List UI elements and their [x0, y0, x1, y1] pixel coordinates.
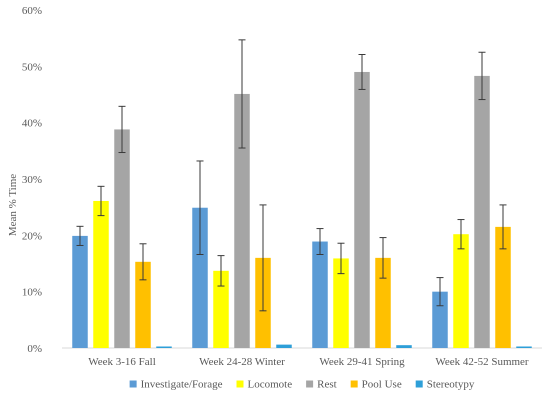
- bar: [453, 234, 469, 348]
- y-axis-label: Mean % Time: [7, 174, 19, 236]
- y-tick-label: 10%: [22, 287, 42, 299]
- legend-swatch: [415, 380, 423, 388]
- bar: [495, 226, 511, 348]
- legend-label: Locomote: [248, 379, 293, 391]
- legend-swatch: [129, 380, 137, 388]
- bar: [135, 261, 151, 348]
- bar: [516, 346, 532, 348]
- bar: [375, 257, 391, 348]
- bar: [432, 291, 448, 348]
- legend: Investigate/Forage Locomote Rest Pool Use St…: [129, 379, 475, 391]
- legend-swatch: [236, 380, 244, 388]
- bar: [114, 129, 130, 348]
- bar: [192, 207, 208, 348]
- error-bars: [76, 39, 507, 312]
- bar: [333, 258, 349, 348]
- bar: [312, 241, 328, 348]
- bars: [72, 71, 532, 348]
- legend-swatch: [350, 380, 358, 388]
- category-labels: Week 3-16 Fall Week 24-28 Winter Week 29-4…: [88, 356, 529, 368]
- bar: [396, 345, 412, 348]
- y-tick-label: 60%: [22, 5, 42, 17]
- bar: [93, 200, 109, 348]
- y-tick-label: 50%: [22, 61, 42, 73]
- legend-label: Pool Use: [362, 379, 402, 391]
- category-label: Week 24-28 Winter: [199, 356, 285, 368]
- category-label: Week 29-41 Spring: [319, 356, 405, 368]
- category-label: Week 42-52 Summer: [435, 356, 529, 368]
- y-tick-label: 20%: [22, 230, 42, 242]
- bar: [213, 270, 229, 348]
- bar: [474, 75, 490, 348]
- legend-swatch: [306, 380, 314, 388]
- legend-label: Rest: [317, 379, 337, 391]
- bar: [156, 346, 172, 348]
- legend-label: Stereotypy: [427, 379, 475, 391]
- y-tick-label: 0%: [27, 343, 42, 355]
- bar: [354, 71, 370, 348]
- bar: [276, 344, 292, 348]
- bar: [72, 235, 88, 348]
- category-label: Week 3-16 Fall: [88, 356, 156, 368]
- y-tick-label: 30%: [22, 174, 42, 186]
- y-axis-ticks: 0% 10% 20% 30% 40% 50% 60%: [22, 5, 42, 355]
- y-tick-label: 40%: [22, 118, 42, 130]
- legend-label: Investigate/Forage: [141, 379, 223, 391]
- bar: [234, 93, 250, 348]
